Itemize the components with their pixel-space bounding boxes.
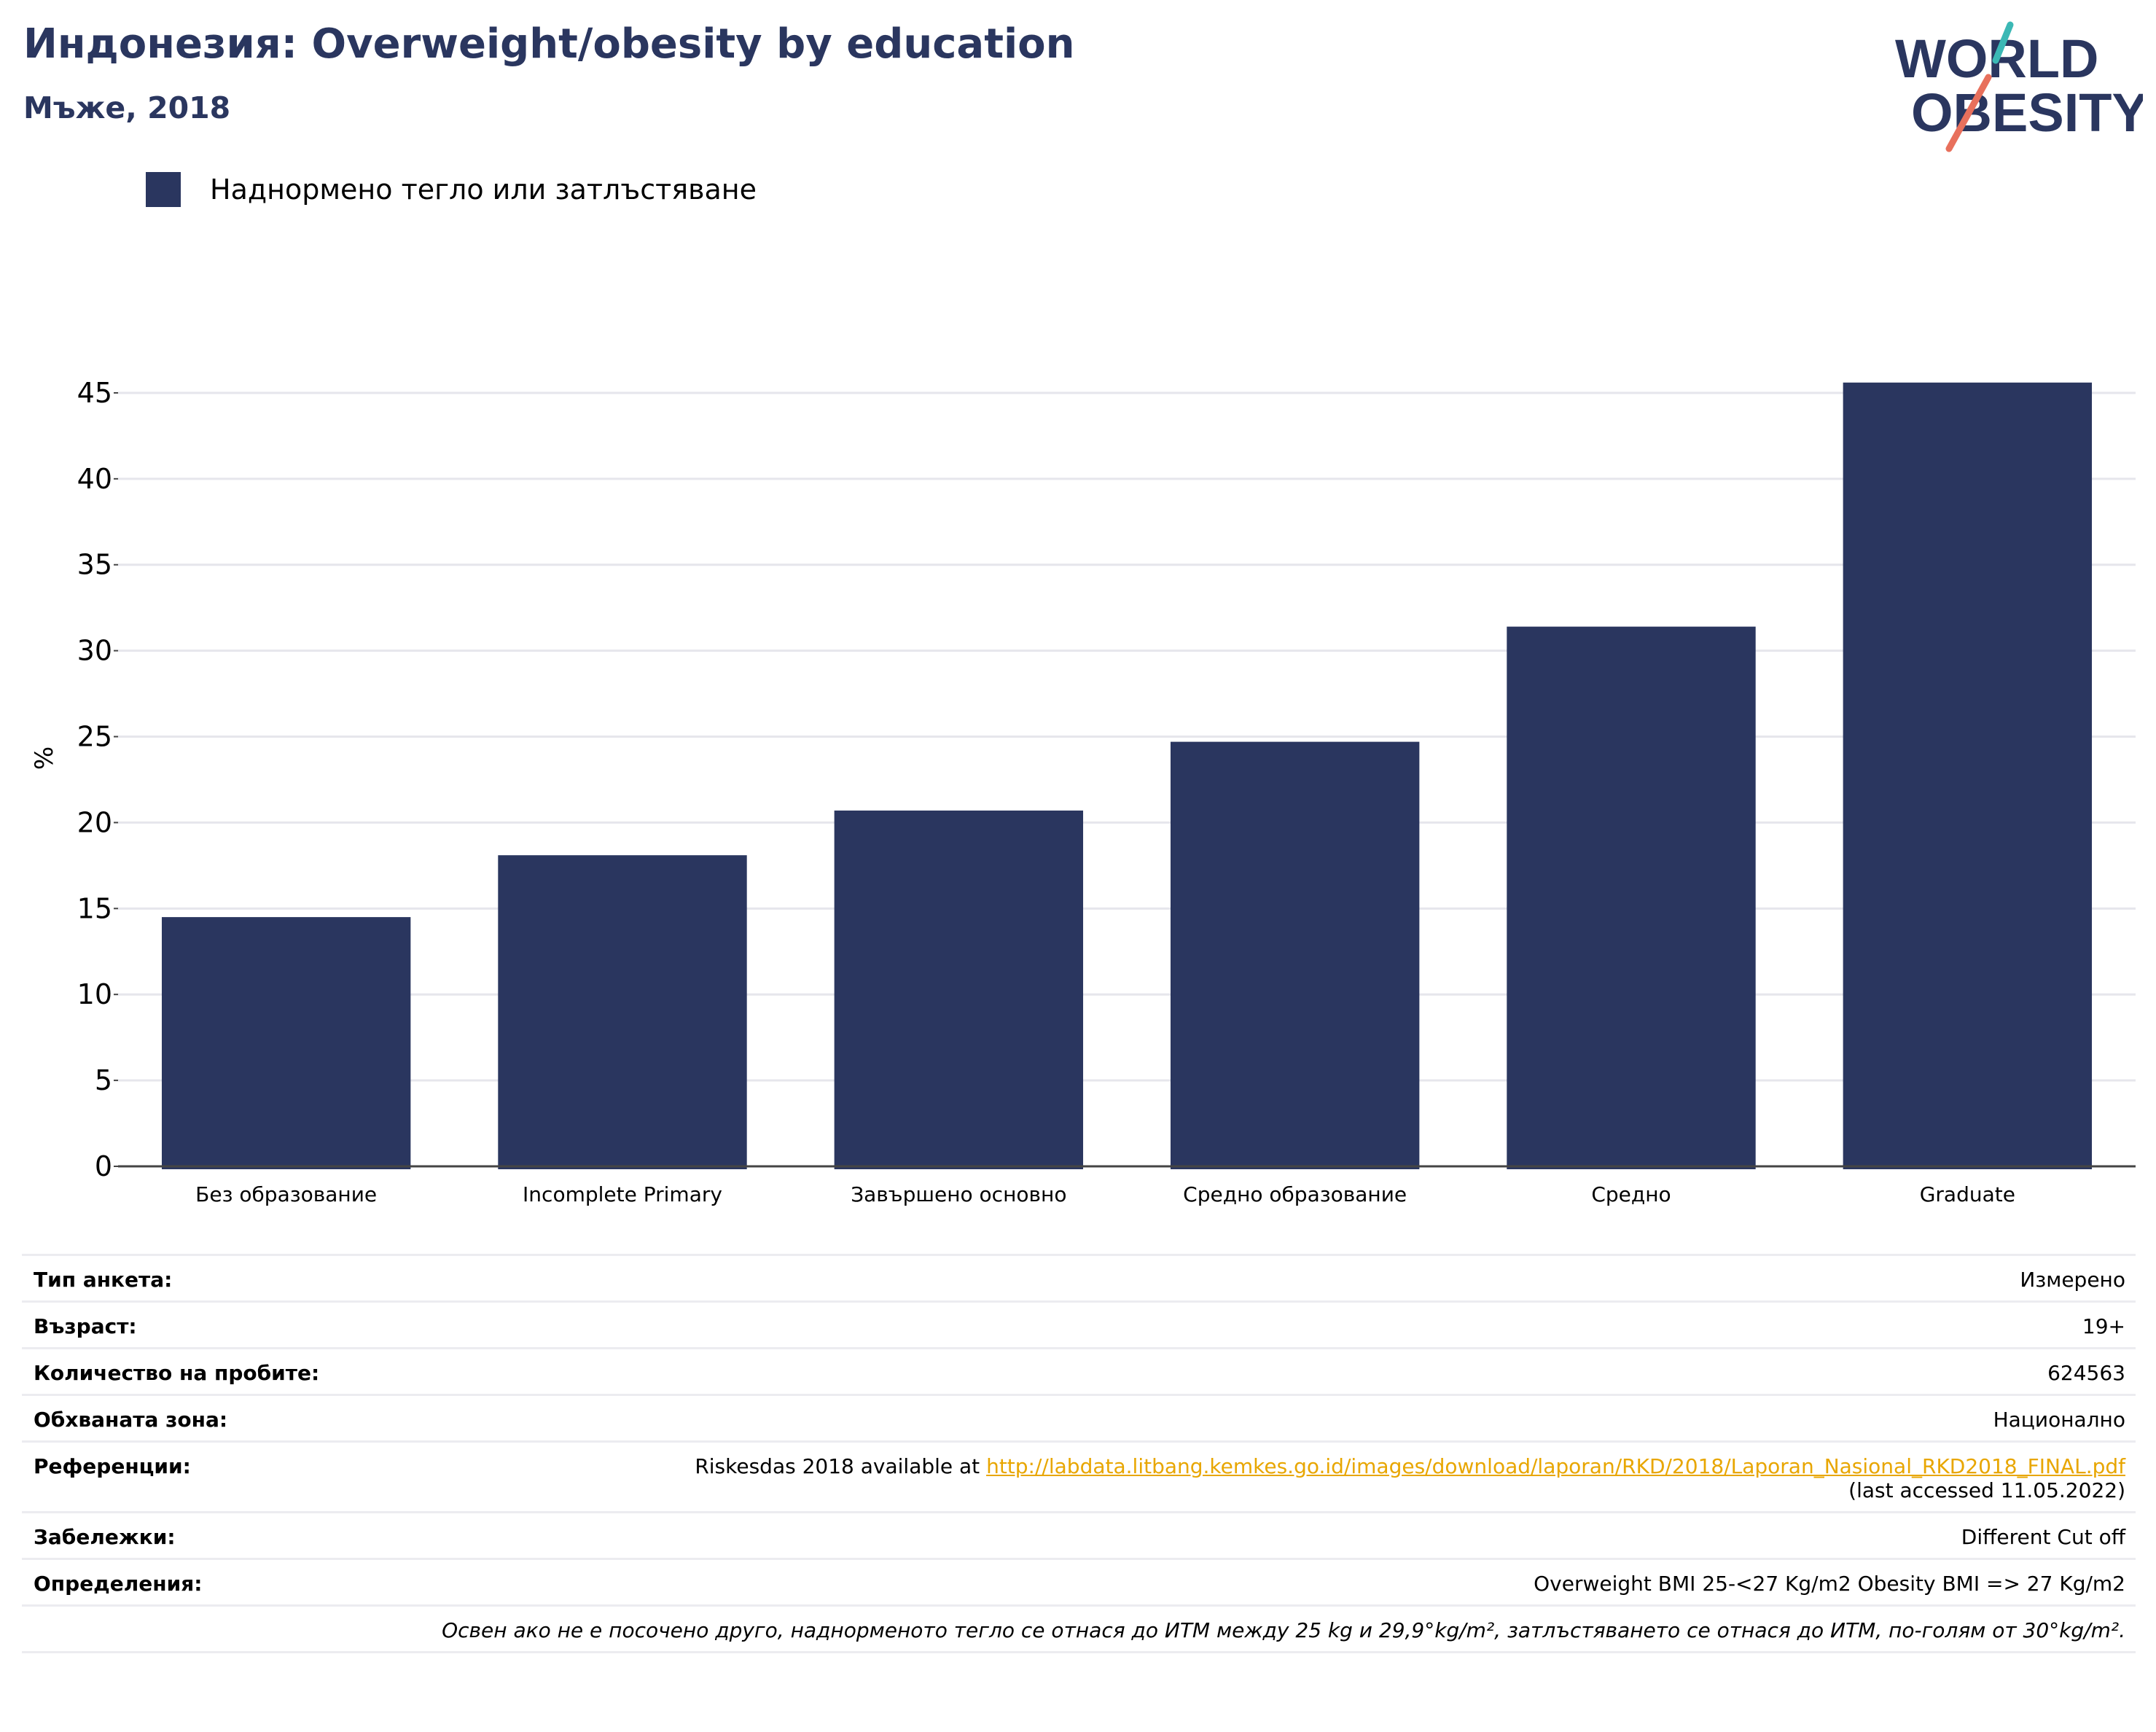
references-suffix: (last accessed 11.05.2022) xyxy=(1848,1478,2125,1502)
y-tick-label: 5 xyxy=(95,1064,112,1096)
info-row-survey-type: Тип анкета: Измерено xyxy=(22,1254,2136,1300)
area-value: Национално xyxy=(1993,1408,2125,1432)
y-tick-label: 0 xyxy=(95,1150,112,1182)
age-value: 19+ xyxy=(2082,1314,2125,1338)
x-tick-label: Graduate xyxy=(1920,1182,2015,1206)
bar xyxy=(834,810,1084,1169)
references-value: Riskesdas 2018 available at http://labda… xyxy=(695,1454,2125,1502)
age-label: Възраст: xyxy=(34,1314,137,1338)
definitions-value: Overweight BMI 25-<27 Kg/m2 Obesity BMI … xyxy=(1534,1572,2125,1596)
x-tick-label: Без образование xyxy=(195,1182,377,1206)
logo-text-obesity: OBESITY xyxy=(1911,82,2143,143)
chart-legend: Наднормено тегло или затлъстяване xyxy=(146,168,757,211)
info-row-notes: Забележки: Different Cut off xyxy=(22,1511,2136,1558)
sample-size-value: 624563 xyxy=(2047,1361,2125,1385)
y-tick-label: 15 xyxy=(77,892,112,924)
references-label: Референции: xyxy=(34,1454,191,1478)
y-tick-label: 20 xyxy=(77,806,112,838)
chart-title: Индонезия: Overweight/obesity by educati… xyxy=(23,20,1075,68)
legend-label: Наднормено тегло или затлъстяване xyxy=(210,173,757,206)
x-tick-label: Incomplete Primary xyxy=(523,1182,722,1206)
info-row-age: Възраст: 19+ xyxy=(22,1300,2136,1347)
chart-subtitle: Мъже, 2018 xyxy=(23,90,231,125)
info-row-area: Обхваната зона: Национално xyxy=(22,1394,2136,1440)
y-tick-label: 40 xyxy=(77,463,112,495)
references-link[interactable]: http://labdata.litbang.kemkes.go.id/imag… xyxy=(986,1454,2125,1478)
y-tick-label: 25 xyxy=(77,721,112,753)
survey-type-value: Измерено xyxy=(2020,1268,2125,1292)
info-row-footnote: Освен ако не е посочено друго, наднормен… xyxy=(22,1604,2136,1653)
definitions-label: Определения: xyxy=(34,1572,203,1596)
legend-swatch xyxy=(146,172,181,207)
world-obesity-logo: WORLD OBESITY xyxy=(1895,21,2143,152)
notes-label: Забележки: xyxy=(34,1525,176,1549)
logo-slash-teal xyxy=(1992,21,2014,64)
x-tick-label: Завършено основно xyxy=(851,1182,1066,1206)
y-tick-label: 45 xyxy=(77,377,112,409)
info-row-sample-size: Количество на пробите: 624563 xyxy=(22,1347,2136,1394)
bar-chart: 0 5 10 15 20 25 30 35 40 45% Без образование Incomp… xyxy=(30,377,2136,1206)
bar xyxy=(1507,626,1756,1169)
y-tick-label: 30 xyxy=(77,635,112,667)
references-prefix: Riskesdas 2018 available at xyxy=(695,1454,987,1478)
notes-value: Different Cut off xyxy=(1961,1525,2125,1549)
footnote-text: Освен ако не е посочено друго, наднормен… xyxy=(442,1618,2125,1642)
x-tick-label: Средно xyxy=(1591,1182,1671,1206)
x-tick-label: Средно образование xyxy=(1183,1182,1407,1206)
bar xyxy=(1170,741,1420,1169)
logo-slash-coral xyxy=(1945,74,1992,152)
y-axis-label: % xyxy=(30,746,59,770)
y-tick-label: 10 xyxy=(77,978,112,1010)
bar xyxy=(498,855,747,1169)
info-table: Тип анкета: Измерено Възраст: 19+ Количе… xyxy=(22,1254,2136,1653)
bar xyxy=(161,917,411,1169)
bar xyxy=(1843,382,2093,1169)
sample-size-label: Количество на пробите: xyxy=(34,1361,320,1385)
survey-type-label: Тип анкета: xyxy=(34,1268,173,1292)
info-row-definitions: Определения: Overweight BMI 25-<27 Kg/m2… xyxy=(22,1558,2136,1604)
area-label: Обхваната зона: xyxy=(34,1408,228,1432)
y-tick-label: 35 xyxy=(77,549,112,581)
info-row-references: Референции: Riskesdas 2018 available at … xyxy=(22,1440,2136,1511)
